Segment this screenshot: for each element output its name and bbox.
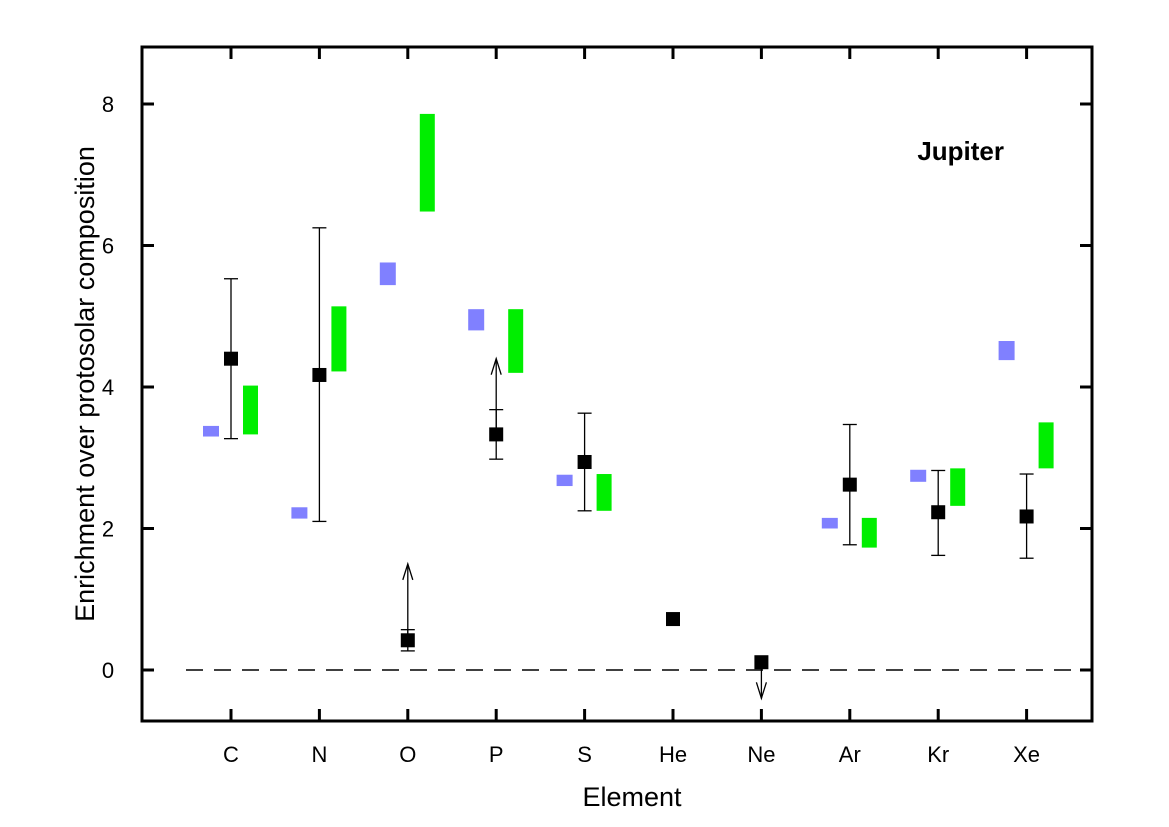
x-tick-label: Kr — [927, 742, 949, 767]
model-bar-blue-kr — [910, 469, 927, 482]
x-tick-label: Ne — [747, 742, 775, 767]
plot-content — [186, 113, 1078, 701]
measured-point-he — [666, 612, 680, 627]
x-tick-label: S — [577, 742, 592, 767]
y-tick-label: 8 — [102, 92, 114, 117]
model-bar-green-p — [508, 309, 524, 373]
model-bar-green-n — [331, 306, 347, 372]
measured-point-c — [224, 351, 238, 366]
model-bar-blue-ar — [821, 517, 838, 529]
limit-arrow-head-o — [402, 561, 414, 581]
measured-point-p — [489, 427, 504, 442]
measured-point-ar — [842, 477, 857, 492]
y-tick-label: 6 — [102, 234, 114, 259]
x-tick-label: O — [399, 742, 416, 767]
y-axis-title: Enrichment over protosolar composition — [70, 146, 100, 622]
x-axis-title: Element — [582, 782, 682, 812]
x-tick-label: N — [311, 742, 327, 767]
model-bar-green-ar — [861, 517, 877, 548]
measured-point-kr — [931, 505, 946, 520]
measured-point-o — [400, 633, 415, 648]
y-tick-label: 4 — [102, 375, 114, 400]
model-bar-blue-xe — [998, 341, 1015, 361]
x-tick-label: C — [223, 742, 239, 767]
model-bar-blue-o — [379, 262, 396, 286]
plot-frame — [140, 45, 1094, 723]
limit-arrow-head-ne — [755, 682, 768, 701]
model-bar-blue-s — [556, 474, 573, 487]
limit-arrow-head-p — [490, 356, 502, 375]
model-bar-blue-c — [203, 425, 219, 437]
measured-point-ne — [754, 655, 769, 670]
model-bar-green-xe — [1038, 422, 1054, 469]
model-bar-blue-p — [468, 309, 485, 331]
x-tick-label: He — [659, 742, 687, 767]
model-bar-green-o — [419, 113, 435, 212]
measured-point-xe — [1019, 509, 1034, 524]
model-bar-blue-n — [291, 507, 308, 519]
chart-annotation: Jupiter — [917, 136, 1004, 166]
measured-point-n — [312, 367, 327, 382]
x-tick-label: Ar — [839, 742, 861, 767]
x-tick-label: P — [489, 742, 504, 767]
y-tick-label: 2 — [102, 517, 114, 542]
x-tick-label: Xe — [1013, 742, 1040, 767]
model-bar-green-c — [243, 385, 258, 435]
model-bar-green-kr — [950, 468, 966, 506]
model-bar-green-s — [596, 474, 612, 511]
axes: 0 2 4 6 8 C N O P S He Ne Ar Kr Xe — [102, 47, 1092, 767]
measured-point-s — [577, 454, 592, 469]
y-tick-label: 0 — [102, 658, 114, 683]
